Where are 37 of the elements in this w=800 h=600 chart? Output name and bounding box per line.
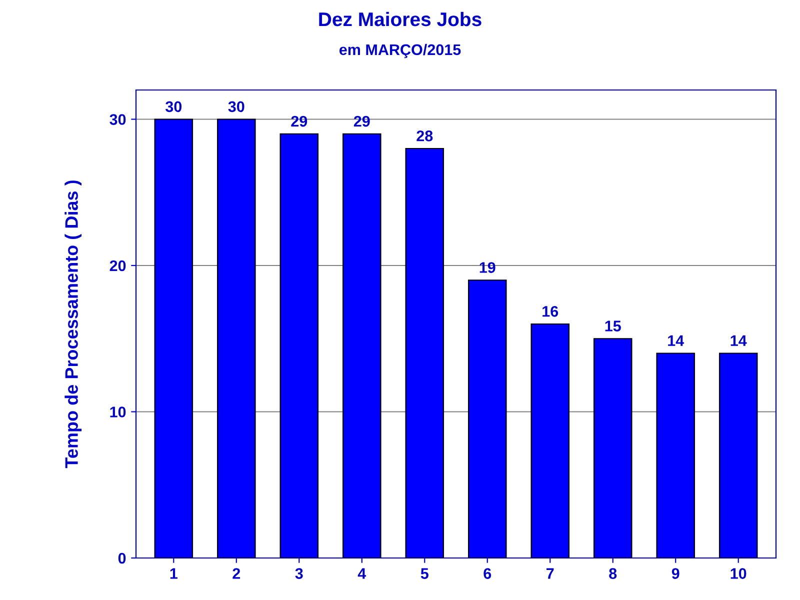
x-tick-label: 10 <box>730 568 746 579</box>
bar <box>280 133 319 558</box>
bar <box>656 352 695 558</box>
data-label: 29 <box>354 116 370 127</box>
x-tick-label: 3 <box>295 568 303 579</box>
y-tick-label: 10 <box>110 406 126 418</box>
data-label: 16 <box>542 306 558 317</box>
x-tick-label: 2 <box>232 568 240 579</box>
bar <box>405 148 444 558</box>
data-label: 30 <box>166 101 182 112</box>
data-label: 29 <box>291 116 308 127</box>
data-label: 14 <box>730 335 747 346</box>
data-label: 28 <box>416 130 433 142</box>
bar <box>530 323 570 558</box>
data-label: 19 <box>480 262 496 273</box>
chart-title: Dez Maiores Jobs <box>319 12 482 26</box>
y-tick-label: 20 <box>110 260 126 272</box>
bar <box>217 118 256 558</box>
x-tick-label: 8 <box>609 568 617 579</box>
data-label: 15 <box>605 320 621 332</box>
x-tick-label: 7 <box>546 568 554 579</box>
bar <box>342 133 382 558</box>
x-tick-label: 4 <box>358 568 366 579</box>
y-tick-label: 0 <box>118 552 126 564</box>
x-tick-label: 5 <box>420 568 428 579</box>
x-tick-label: 1 <box>170 568 178 579</box>
bar <box>468 280 507 558</box>
y-tick-label: 30 <box>110 114 126 125</box>
data-label: 30 <box>228 101 244 112</box>
y-axis-title: Tempo de Processamento ( Dias ) <box>64 180 82 468</box>
bar <box>718 352 758 558</box>
data-label: 14 <box>668 335 684 346</box>
bar <box>593 338 632 558</box>
x-tick-label: 9 <box>672 568 680 579</box>
bar <box>154 118 194 558</box>
x-tick-label: 6 <box>484 568 492 579</box>
chart-subtitle: em MARÇO/2015 <box>339 44 461 58</box>
